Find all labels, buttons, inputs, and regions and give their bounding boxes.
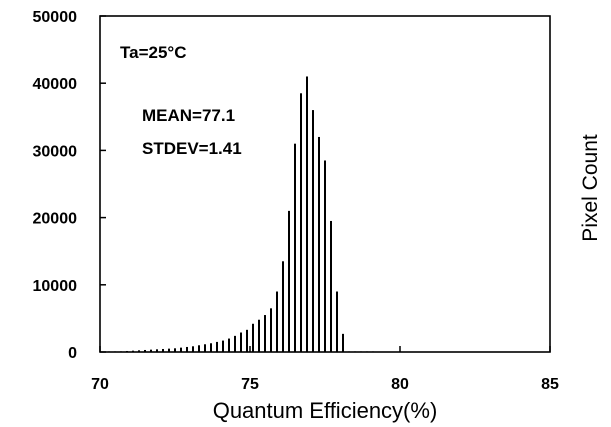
y-tick-label: 30000 bbox=[33, 143, 78, 160]
histogram-bar bbox=[270, 308, 272, 352]
histogram-bar bbox=[180, 347, 182, 352]
x-tick-label: 80 bbox=[391, 376, 409, 393]
y-tick-label: 0 bbox=[68, 345, 77, 362]
histogram-bar bbox=[210, 343, 212, 352]
histogram-bar bbox=[222, 340, 224, 352]
histogram-bar bbox=[312, 110, 314, 352]
x-tick-label: 85 bbox=[541, 376, 559, 393]
histogram-bar bbox=[192, 346, 194, 352]
histogram-bar bbox=[216, 341, 218, 352]
histogram-bar bbox=[138, 350, 140, 352]
histogram-bar bbox=[246, 329, 248, 352]
x-tick-label: 75 bbox=[241, 376, 259, 393]
stdev-annotation: STDEV=1.41 bbox=[142, 139, 242, 158]
histogram-bar bbox=[282, 261, 284, 352]
y-tick-label: 50000 bbox=[33, 9, 78, 26]
histogram-bar bbox=[306, 76, 308, 352]
y-tick-label: 40000 bbox=[33, 76, 78, 93]
histogram-bar bbox=[174, 348, 176, 352]
histogram-bar bbox=[186, 346, 188, 352]
histogram-bar bbox=[336, 291, 338, 352]
histogram-bar bbox=[240, 332, 242, 352]
histogram-bar bbox=[330, 220, 332, 352]
histogram-bar bbox=[162, 348, 164, 352]
histogram-bar bbox=[294, 143, 296, 352]
histogram-bar bbox=[252, 323, 254, 352]
y-tick-label: 10000 bbox=[33, 278, 78, 295]
histogram-bar bbox=[276, 291, 278, 352]
x-tick-label: 70 bbox=[91, 376, 109, 393]
x-axis-label: Quantum Efficiency(%) bbox=[213, 398, 438, 423]
histogram-bar bbox=[198, 345, 200, 352]
histogram-bar bbox=[288, 210, 290, 352]
histogram-bar bbox=[342, 333, 344, 352]
bars-layer bbox=[108, 76, 374, 352]
histogram-bar bbox=[300, 93, 302, 352]
histogram-bar bbox=[258, 319, 260, 352]
plot-frame bbox=[99, 15, 551, 353]
temperature-annotation: Ta=25°C bbox=[120, 43, 187, 62]
histogram-bar bbox=[324, 160, 326, 352]
histogram-bar bbox=[264, 315, 266, 352]
y-tick-label: 20000 bbox=[33, 211, 78, 228]
ticks-layer: 70 75 80 85 0 10000 20000 30000 40000 50000 bbox=[33, 9, 560, 393]
histogram-bar bbox=[156, 349, 158, 352]
mean-annotation: MEAN=77.1 bbox=[142, 106, 235, 125]
y-axis-label: Pixel Count bbox=[579, 134, 602, 242]
histogram-bar bbox=[168, 348, 170, 352]
histogram-bar bbox=[204, 344, 206, 352]
histogram-bar bbox=[150, 349, 152, 352]
histogram-bar bbox=[228, 338, 230, 352]
histogram-bar bbox=[144, 349, 146, 352]
histogram-bar bbox=[318, 136, 320, 352]
histogram-bar bbox=[234, 335, 236, 352]
